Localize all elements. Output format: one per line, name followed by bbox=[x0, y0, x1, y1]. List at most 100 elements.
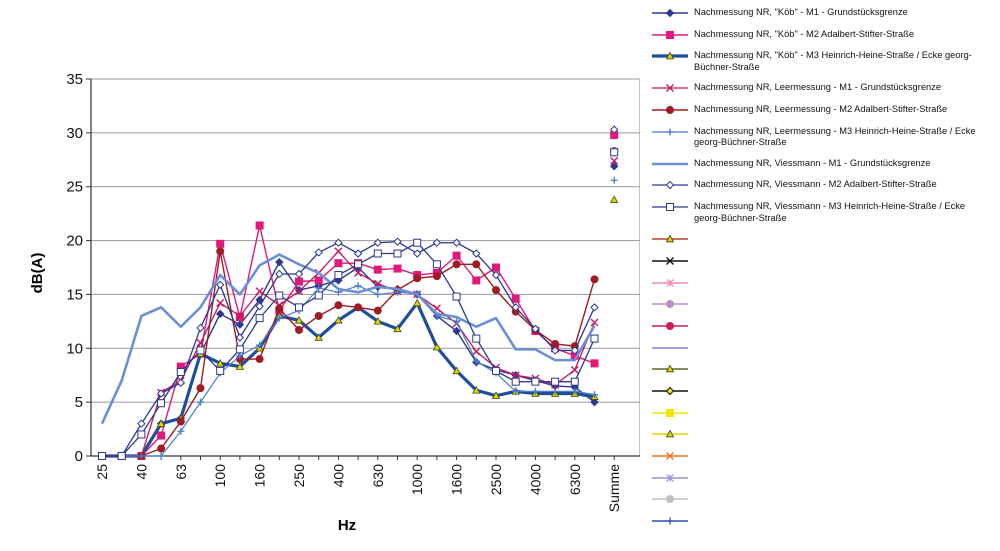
data-point bbox=[216, 299, 225, 308]
data-point bbox=[551, 377, 560, 386]
data-point bbox=[255, 355, 264, 364]
legend-symbol bbox=[652, 84, 688, 93]
data-point bbox=[472, 357, 480, 365]
legend-symbol bbox=[652, 300, 688, 309]
data-point bbox=[137, 430, 146, 439]
legend-symbol bbox=[652, 162, 688, 166]
data-point bbox=[666, 256, 674, 265]
data-point bbox=[275, 291, 284, 300]
data-point bbox=[666, 203, 674, 212]
y-tick-label: 0 bbox=[75, 448, 83, 465]
y-tick-label: 5 bbox=[75, 394, 83, 411]
data-point bbox=[216, 366, 225, 375]
data-point bbox=[137, 452, 145, 460]
data-point bbox=[373, 306, 382, 315]
legend-symbol bbox=[652, 452, 688, 460]
data-point bbox=[452, 292, 461, 301]
data-point bbox=[295, 303, 303, 312]
data-point bbox=[176, 367, 185, 376]
data-point bbox=[354, 282, 362, 290]
data-point bbox=[334, 271, 343, 280]
data-point bbox=[609, 162, 619, 171]
data-point bbox=[432, 238, 442, 247]
data-point bbox=[511, 294, 520, 303]
series-line bbox=[102, 285, 595, 457]
series-9 bbox=[98, 148, 619, 460]
data-point bbox=[295, 287, 303, 296]
legend-item bbox=[650, 317, 1000, 339]
data-point bbox=[215, 309, 225, 319]
data-point bbox=[412, 249, 422, 258]
legend-item bbox=[650, 382, 1000, 404]
x-tick-label: 25 bbox=[94, 464, 110, 480]
data-point bbox=[665, 364, 675, 373]
legend-symbol bbox=[652, 364, 688, 373]
data-point bbox=[196, 346, 205, 355]
legend-item bbox=[650, 274, 1000, 296]
legend-item bbox=[650, 360, 1000, 382]
x-tick-label: 100 bbox=[212, 464, 228, 488]
legend-item bbox=[650, 512, 1000, 534]
data-point bbox=[137, 419, 146, 428]
data-point bbox=[315, 284, 323, 292]
gridlines bbox=[91, 78, 640, 457]
data-point bbox=[472, 334, 481, 343]
y-tick-label: 10 bbox=[66, 340, 83, 357]
data-point bbox=[492, 366, 500, 375]
data-point bbox=[453, 317, 461, 325]
data-point bbox=[609, 125, 619, 134]
legend-symbol bbox=[652, 517, 688, 525]
data-point bbox=[492, 263, 500, 272]
data-point bbox=[610, 195, 619, 203]
legend-item bbox=[650, 469, 1000, 491]
legend-label: Nachmessung NR, "Köb" - M2 Adalbert-Stif… bbox=[694, 28, 914, 39]
data-point bbox=[98, 452, 106, 460]
data-point bbox=[666, 106, 674, 115]
data-point bbox=[452, 326, 461, 336]
data-point bbox=[334, 247, 343, 256]
x-tick-label: 4000 bbox=[527, 464, 543, 495]
y-axis-label: dB(A) bbox=[29, 253, 46, 294]
legend-symbol bbox=[652, 321, 688, 330]
data-point bbox=[665, 386, 675, 396]
x-tick-label: 400 bbox=[330, 464, 346, 488]
data-point bbox=[665, 181, 675, 190]
data-point bbox=[255, 287, 264, 296]
x-tick-label: 160 bbox=[252, 464, 268, 488]
data-point bbox=[255, 314, 264, 323]
x-tick-label: 63 bbox=[173, 464, 189, 480]
data-point bbox=[610, 148, 619, 157]
legend-symbol bbox=[652, 386, 688, 396]
y-tick-label: 35 bbox=[66, 71, 83, 88]
x-tick-label: 250 bbox=[291, 464, 307, 488]
legend-symbol bbox=[652, 429, 688, 438]
data-point bbox=[354, 260, 363, 269]
data-point bbox=[666, 84, 674, 93]
data-point bbox=[314, 248, 323, 257]
legend-symbol bbox=[652, 234, 688, 243]
data-point bbox=[314, 311, 323, 320]
data-point bbox=[570, 346, 580, 355]
data-point bbox=[666, 408, 674, 417]
data-point bbox=[197, 398, 204, 406]
data-point bbox=[177, 427, 185, 435]
data-point bbox=[571, 387, 579, 395]
y-tick-label: 15 bbox=[66, 286, 83, 303]
data-point bbox=[176, 378, 186, 387]
legend-label: Nachmessung NR, Leermessung - M1 - Grund… bbox=[694, 82, 941, 93]
series-line bbox=[102, 301, 595, 458]
data-point bbox=[472, 347, 481, 356]
legend-item: Nachmessung NR, Viessmann - M1 - Grundst… bbox=[650, 155, 1000, 177]
legend-item: Nachmessung NR, Leermessung - M3 Heinric… bbox=[650, 123, 1000, 155]
data-point bbox=[665, 429, 675, 438]
data-point bbox=[216, 359, 225, 367]
legend-item: Nachmessung NR, Viessmann - M2 Adalbert-… bbox=[650, 176, 1000, 198]
data-point bbox=[511, 371, 520, 380]
data-point bbox=[413, 298, 422, 307]
data-point bbox=[275, 269, 284, 279]
data-point bbox=[295, 325, 303, 334]
data-point bbox=[294, 315, 304, 324]
data-point bbox=[472, 276, 481, 285]
data-point bbox=[590, 334, 599, 343]
legend-label: Nachmessung NR, "Köb" - M3 Heinrich-Hein… bbox=[694, 50, 972, 72]
